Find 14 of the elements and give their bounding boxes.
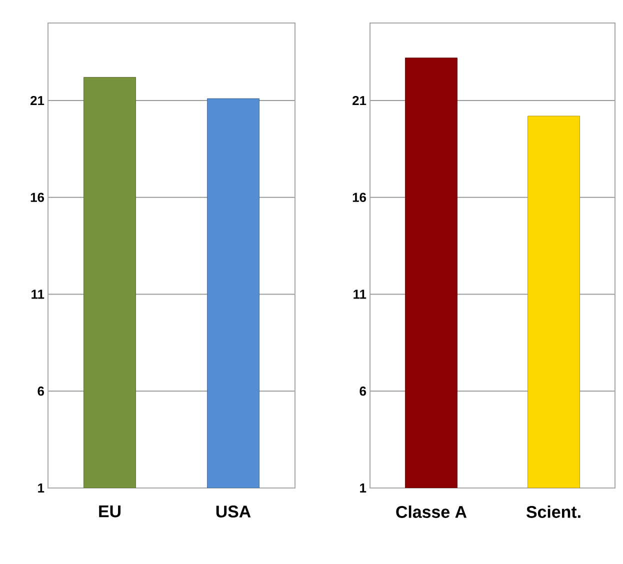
y-tick-label: 21: [30, 96, 44, 106]
y-tick-label: 11: [32, 290, 44, 299]
y-tick-label: 21: [352, 96, 366, 106]
y-tick-label: 16: [352, 192, 366, 202]
x-tick-label: Classe A: [396, 506, 467, 518]
y-tick-label: 6: [38, 386, 44, 396]
y-tick-label: 1: [360, 484, 366, 492]
y-tick-label: 1: [38, 484, 44, 492]
x-tick-label: Scient.: [526, 506, 580, 518]
x-tick-label: EU: [99, 506, 120, 518]
y-tick-label: 16: [30, 192, 44, 202]
y-tick-label: 11: [354, 290, 366, 299]
y-tick-label: 6: [360, 386, 366, 396]
x-tick-label: USA: [216, 506, 251, 518]
